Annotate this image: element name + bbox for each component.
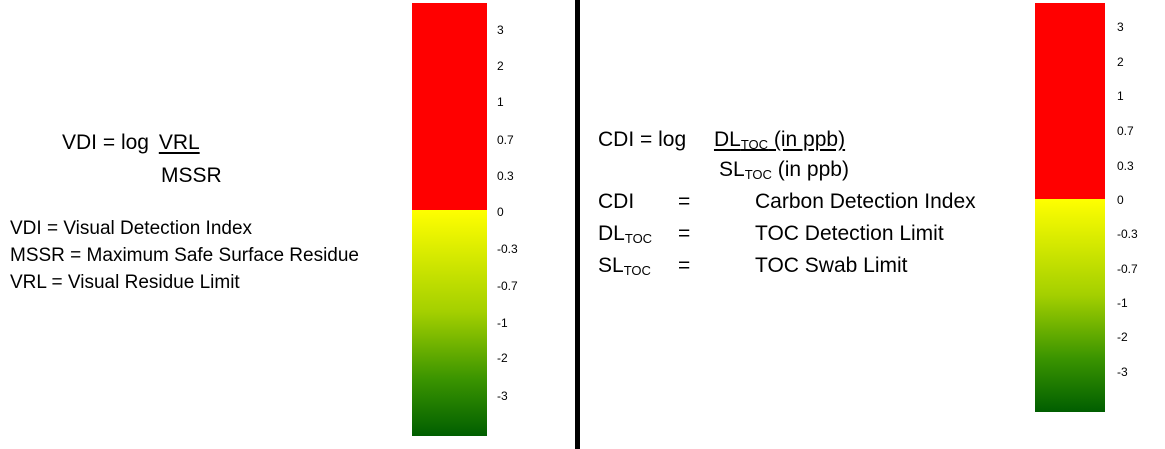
definition-term: DLTOC <box>598 222 653 246</box>
vdi-tick-label: -0.7 <box>497 279 518 293</box>
cdi-tick-label: -3 <box>1117 365 1128 379</box>
cdi-tick-label: 0.7 <box>1117 124 1134 138</box>
vdi-definition: VDI = Visual Detection Index <box>10 218 253 239</box>
panel-divider <box>575 0 580 449</box>
cdi-scale-red-bar <box>1035 3 1105 199</box>
cdi-tick-label: -0.3 <box>1117 227 1138 241</box>
cdi-scale-gradient-bar <box>1035 199 1105 412</box>
cdi-formula-denominator: SLTOC (in ppb) <box>719 158 849 182</box>
vdi-formula-numerator: VRL <box>158 131 200 154</box>
vdi-formula-lhs: VDI = log <box>62 131 149 154</box>
vdi-tick-label: 1 <box>497 95 504 109</box>
definition-term: SLTOC <box>598 254 651 278</box>
right-panel: CDI = log DLTOC (in ppb) SLTOC (in ppb) … <box>580 0 1165 449</box>
vdi-scale-gradient-bar <box>412 210 487 436</box>
definition-equals: = <box>678 190 691 213</box>
vdi-tick-label: -2 <box>497 351 508 365</box>
cdi-tick-label: 2 <box>1117 55 1124 69</box>
vdi-formula: VDI = log VRL <box>62 131 200 155</box>
vdi-tick-label: -0.3 <box>497 242 518 256</box>
cdi-tick-label: 1 <box>1117 89 1124 103</box>
definition-equals: = <box>678 254 691 277</box>
definition-term: CDI <box>598 190 635 213</box>
cdi-tick-label: 0.3 <box>1117 159 1134 173</box>
vdi-tick-label: 0.3 <box>497 169 514 183</box>
definition-meaning: TOC Detection Limit <box>755 222 944 245</box>
definition-meaning: TOC Swab Limit <box>755 254 908 277</box>
vdi-tick-label: 2 <box>497 59 504 73</box>
vdi-tick-label: 3 <box>497 23 504 37</box>
vdi-tick-label: -1 <box>497 316 508 330</box>
definition-meaning: Carbon Detection Index <box>755 190 976 213</box>
cdi-tick-label: -2 <box>1117 330 1128 344</box>
left-panel: VDI = log VRL MSSR VDI = Visual Detectio… <box>0 0 575 449</box>
vdi-tick-label: 0.7 <box>497 133 514 147</box>
mssr-definition: MSSR = Maximum Safe Surface Residue <box>10 245 359 266</box>
definition-equals: = <box>678 222 691 245</box>
vrl-definition: VRL = Visual Residue Limit <box>10 272 240 293</box>
cdi-tick-label: -0.7 <box>1117 262 1138 276</box>
cdi-tick-label: 0 <box>1117 193 1124 207</box>
vdi-formula-denominator: MSSR <box>161 164 222 187</box>
vdi-tick-label: -3 <box>497 389 508 403</box>
cdi-tick-label: -1 <box>1117 296 1128 310</box>
cdi-tick-label: 3 <box>1117 20 1124 34</box>
cdi-formula-lhs: CDI = log <box>598 128 687 151</box>
cdi-formula-numerator: DLTOC (in ppb) <box>713 128 846 152</box>
vdi-scale-red-bar <box>412 3 487 210</box>
vdi-tick-label: 0 <box>497 205 504 219</box>
cdi-formula: CDI = log DLTOC (in ppb) <box>598 128 845 152</box>
